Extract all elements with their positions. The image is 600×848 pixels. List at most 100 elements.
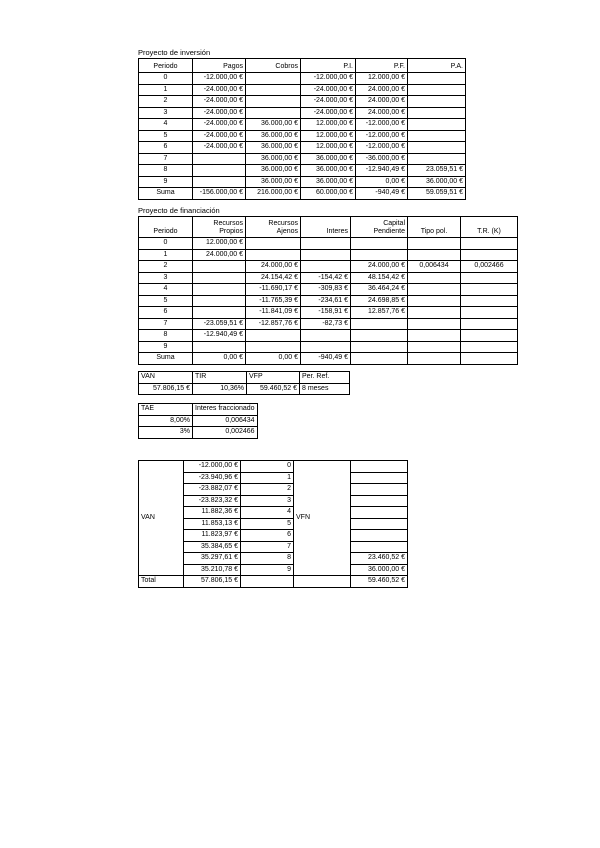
cell: [192, 340, 246, 353]
cell: 0,00 €: [192, 352, 246, 365]
column-header: Pagos: [192, 58, 246, 73]
cell: [460, 317, 518, 330]
table-row: 5 -24.000,00 €36.000,00 €12.000,00 € -12.0…: [138, 129, 466, 142]
table-row: 4 -24.000,00 €36.000,00 €12.000,00 € -12.0…: [138, 118, 466, 131]
cell: -24.000,00 €: [192, 118, 246, 131]
table-row: 11.882,36 €4: [139, 506, 408, 519]
table-row: 8 -12.940,49 €: [138, 329, 518, 342]
cell: 35.210,78 €: [183, 563, 241, 576]
cell: 59.059,51 €: [407, 187, 466, 200]
cell: -12.000,00 €: [355, 118, 408, 131]
cell: 6: [138, 306, 193, 319]
cell: [192, 175, 246, 188]
column-header: P.F.: [355, 58, 408, 73]
cell: -11.765,39 €: [245, 294, 301, 307]
cell: 5: [240, 517, 294, 530]
cell: 4: [138, 283, 193, 296]
cell: -23.059,51 €: [192, 317, 246, 330]
cell: 36.000,00 €: [245, 118, 301, 131]
cell: 8: [240, 552, 294, 565]
cell: [350, 317, 408, 330]
van-value: 57.806,15 €: [138, 382, 193, 395]
column-header: P.A.: [407, 58, 466, 73]
cell: 12.000,00 €: [355, 72, 408, 85]
cell: [192, 283, 246, 296]
cell: 0,00 €: [245, 352, 301, 365]
table-row: 1 -24.000,00 € -24.000,00 €24.000,00 €: [138, 83, 466, 96]
table-row: -23.823,32 €3: [139, 494, 408, 507]
table-row: 7 36.000,00 €36.000,00 € -36.000,00 €: [138, 152, 466, 165]
cell: [192, 271, 246, 284]
cell: [407, 306, 461, 319]
cell: -12.940,49 €: [355, 164, 408, 177]
cell: 11.853,13 €: [183, 517, 241, 530]
tae-rate-value: 3%: [138, 426, 193, 439]
cell: [192, 294, 246, 307]
table-row: VAN -12.000,00 €0 VFN: [138, 460, 408, 576]
cell: 36.000,00 €: [245, 175, 301, 188]
cell: [407, 317, 461, 330]
cell: 8: [138, 164, 193, 177]
cell: -12.000,00 €: [183, 460, 241, 473]
cell: [300, 260, 351, 273]
financing-table: Periodo Recursos Propios Recursos Ajenos In…: [138, 216, 518, 365]
cell: 6: [138, 141, 193, 154]
van-label: VAN: [138, 460, 184, 576]
cell: Suma: [138, 352, 193, 365]
cell: 3: [138, 106, 193, 119]
table-row: 4 -11.690,17 € -309,83 €36.464,24 €: [138, 283, 518, 296]
cell: 2: [240, 483, 294, 496]
table-row: 3% 0,002466: [138, 426, 258, 439]
cell: [245, 95, 301, 108]
cell: [293, 575, 351, 588]
table-row: 35.210,78 €9 36.000,00 €: [139, 563, 408, 576]
cell: -24.000,00 €: [192, 83, 246, 96]
cell: [460, 352, 518, 365]
cell: 48.154,42 €: [350, 271, 408, 284]
cell: [460, 306, 518, 319]
total-vfn-value: 59.460,52 €: [350, 575, 408, 588]
cell: 60.000,00 €: [300, 187, 356, 200]
cell: 8: [138, 329, 193, 342]
cell: 36.000,00 €: [245, 164, 301, 177]
cell: 36.000,00 €: [245, 152, 301, 165]
table-row: 6 -24.000,00 €36.000,00 €12.000,00 € -12.0…: [138, 141, 466, 154]
cell: 11.882,36 €: [183, 506, 241, 519]
cell: [245, 340, 301, 353]
cell: 36.000,00 €: [245, 141, 301, 154]
cell: [192, 260, 246, 273]
cell: 9: [138, 340, 193, 353]
cell: 216.000,00 €: [245, 187, 301, 200]
table-row: -23.940,96 €1: [139, 471, 408, 484]
cell: [407, 248, 461, 261]
cell: 36.000,00 €: [300, 152, 356, 165]
cell: -154,42 €: [300, 271, 351, 284]
cell: [407, 271, 461, 284]
tir-value: 10,36%: [192, 382, 247, 395]
per-ref-value: 8 meses: [299, 382, 350, 395]
cell: [245, 83, 301, 96]
cell: [407, 72, 466, 85]
cell: 4: [240, 506, 294, 519]
cell: 36.000,00 €: [407, 175, 466, 188]
interes-fraccionado-value: 0,006434: [192, 414, 258, 427]
table-row: 8 36.000,00 €36.000,00 € -12.940,49 €23.05…: [138, 164, 466, 177]
cell: [407, 83, 466, 96]
cell: [350, 329, 408, 342]
cell: -82,73 €: [300, 317, 351, 330]
cell: 12.000,00 €: [300, 118, 356, 131]
cell: 23.059,51 €: [407, 164, 466, 177]
per-ref-header: Per. Ref.: [299, 371, 350, 384]
table-row: 9 36.000,00 €36.000,00 €0,00 €36.000,00 €: [138, 175, 466, 188]
cell: -940,49 €: [355, 187, 408, 200]
cell: [300, 248, 351, 261]
vfp-header: VFP: [246, 371, 300, 384]
cell: 24.000,00 €: [355, 83, 408, 96]
table-row: 7 -23.059,51 € -12.857,76 € -82,73 €: [138, 317, 518, 330]
cell: [350, 517, 408, 530]
cell: -12.000,00 €: [355, 129, 408, 142]
vfn-label: VFN: [293, 460, 351, 576]
cell: -36.000,00 €: [355, 152, 408, 165]
cell: [350, 352, 408, 365]
total-label: Total: [138, 575, 184, 588]
